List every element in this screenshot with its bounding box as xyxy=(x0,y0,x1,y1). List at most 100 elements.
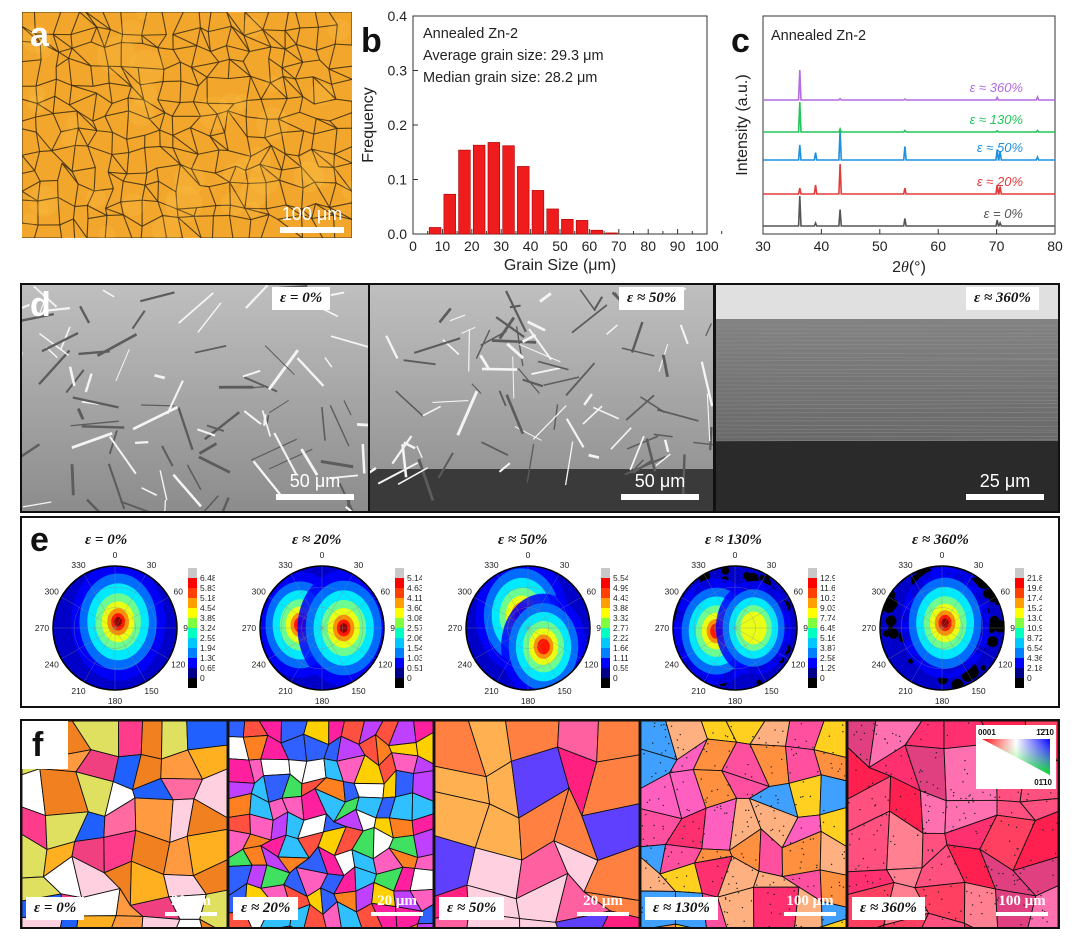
grain-boundary xyxy=(171,116,174,136)
grain-boundary xyxy=(196,27,201,46)
grain-boundary xyxy=(127,86,132,99)
colorbar-label: 6.45 xyxy=(820,623,835,633)
legend-line: Median grain size: 28.2 μm xyxy=(423,70,597,86)
grain-boundary xyxy=(104,41,122,48)
grain-boundary xyxy=(295,44,304,63)
colorbar-segment xyxy=(188,658,197,668)
angle-label: 150 xyxy=(557,686,571,696)
xrd-series-line xyxy=(763,69,1055,101)
grain-boundary xyxy=(172,134,199,155)
ebsd-speckle xyxy=(1017,791,1019,793)
ebsd-speckle xyxy=(1018,878,1020,881)
ebsd-speckle xyxy=(907,741,909,744)
ebsd-speckle xyxy=(775,794,777,797)
grain-boundary xyxy=(333,214,352,220)
cleavage-facet xyxy=(479,354,490,369)
ebsd-speckle xyxy=(1030,859,1032,862)
ebsd-speckle xyxy=(653,725,656,728)
grain xyxy=(411,813,433,836)
cleavage-facet xyxy=(621,347,655,357)
angle-label: 60 xyxy=(173,587,183,597)
grain-boundary xyxy=(51,144,76,152)
grain-boundary xyxy=(127,97,144,101)
ebsd-speckle xyxy=(895,734,897,736)
angle-label: 150 xyxy=(764,686,778,696)
ebsd-speckle xyxy=(768,925,770,927)
ebsd-speckle xyxy=(995,884,998,887)
cleavage-facet xyxy=(242,369,261,378)
ebsd-speckle xyxy=(645,867,647,869)
cleavage-facet xyxy=(653,433,673,438)
grain xyxy=(413,721,433,744)
grain-boundary xyxy=(71,41,92,49)
series-label: ε ≈ 130% xyxy=(970,112,1023,127)
ebsd-speckle xyxy=(875,733,878,735)
cleavage-facet xyxy=(78,350,110,356)
colorbar-segment xyxy=(395,668,404,678)
grain-boundary xyxy=(37,196,59,202)
colorbar-segment xyxy=(1015,618,1024,628)
grain-boundary xyxy=(104,215,108,238)
grain-boundary xyxy=(270,145,283,171)
cleavage-facet xyxy=(186,464,202,491)
ebsd-speckle xyxy=(900,755,902,757)
polar-grid-ring xyxy=(693,586,777,670)
grain-shade xyxy=(244,201,261,218)
ebsd-speckle xyxy=(974,848,976,850)
ebsd-speckle xyxy=(756,884,758,886)
cleavage-facet xyxy=(243,376,278,393)
grain xyxy=(111,915,144,927)
pole-figure-map xyxy=(466,566,590,690)
ebsd-speckle xyxy=(937,891,940,893)
ebsd-speckle xyxy=(752,736,754,738)
grain xyxy=(1027,885,1058,927)
ebsd-speckle xyxy=(833,825,835,828)
cleavage-facet xyxy=(356,423,368,427)
ebsd-speckle xyxy=(770,766,772,768)
cleavage-facet xyxy=(640,396,665,414)
ebsd-speckle xyxy=(929,805,931,808)
ebsd-speckle xyxy=(1000,820,1003,822)
grain xyxy=(186,798,227,837)
cleavage-facet xyxy=(109,436,137,475)
grain-boundary xyxy=(79,12,98,28)
micrograph-background xyxy=(22,12,352,238)
grain-boundary xyxy=(191,61,219,68)
angle-label: 150 xyxy=(144,686,158,696)
grain-boundary xyxy=(105,207,124,216)
grain-boundary xyxy=(228,150,252,157)
ebsd-speckle xyxy=(800,796,802,798)
y-tick-label: 0.4 xyxy=(388,8,408,24)
ebsd-speckle xyxy=(970,913,972,916)
scale-bar: 20 μm xyxy=(165,893,217,916)
grain xyxy=(413,828,433,859)
ebsd-speckle xyxy=(837,770,839,773)
x-tick-label: 80 xyxy=(1047,238,1063,254)
x-tick-label: 40 xyxy=(523,238,539,254)
ebsd-speckle xyxy=(664,847,667,850)
strain-label: ε ≈ 50% xyxy=(619,287,685,310)
grain-boundary xyxy=(103,47,109,67)
ebsd-speckle xyxy=(982,791,984,794)
ebsd-speckle xyxy=(1033,903,1035,906)
ebsd-speckle xyxy=(714,765,716,767)
ebsd-speckle xyxy=(812,838,815,840)
cleavage-facet xyxy=(385,335,399,360)
ebsd-speckle xyxy=(874,804,877,806)
ebsd-speckle xyxy=(698,827,700,830)
grain-shade xyxy=(173,164,206,196)
angle-label: 180 xyxy=(108,696,122,706)
strain-label: ε ≈ 360% xyxy=(852,897,925,920)
grain-boundary xyxy=(77,183,95,192)
ebsd-speckle xyxy=(655,772,657,775)
cleavage-facet xyxy=(629,435,645,471)
cleavage-facet xyxy=(481,441,509,456)
ebsd-speckle xyxy=(981,912,983,915)
grain-boundary xyxy=(268,46,272,59)
ebsd-speckle xyxy=(1037,890,1039,893)
grain xyxy=(193,768,227,819)
grain-boundary xyxy=(92,93,98,122)
ebsd-speckle xyxy=(665,878,667,880)
grain-boundary xyxy=(172,12,184,35)
ebsd-speckle xyxy=(781,874,783,876)
